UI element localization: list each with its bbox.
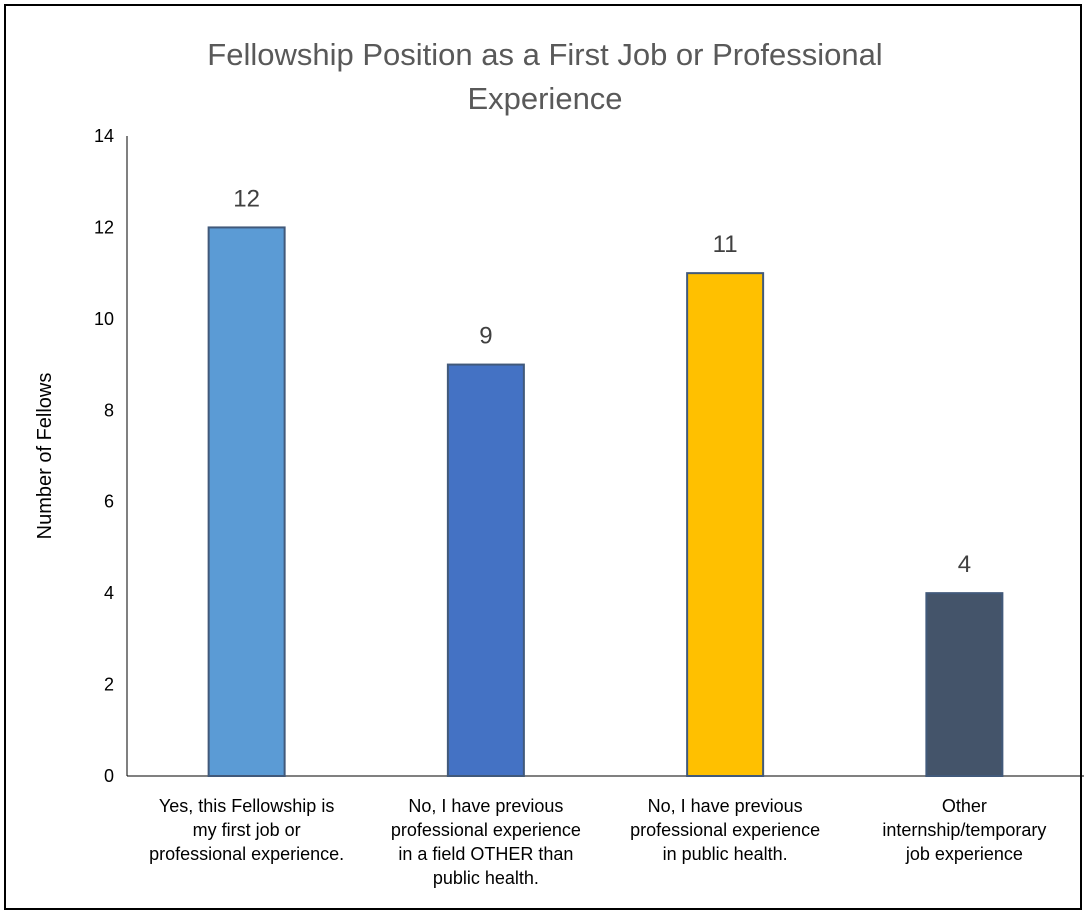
category-label: job experience: [905, 844, 1023, 864]
category-label: professional experience: [630, 820, 820, 840]
chart-title-line: Experience: [467, 81, 622, 116]
category-label: my first job or: [193, 820, 301, 840]
bars: [207, 226, 1004, 778]
chart-title-line: Fellowship Position as a First Job or Pr…: [207, 37, 882, 72]
bar: [925, 592, 1004, 778]
y-tick-label: 10: [94, 309, 114, 329]
category-label: internship/temporary: [882, 820, 1046, 840]
y-tick-label: 14: [94, 126, 114, 146]
y-tick-label: 12: [94, 217, 114, 237]
y-tick-label: 2: [104, 675, 114, 695]
y-tick-label: 4: [104, 583, 114, 603]
y-tick-label: 0: [104, 766, 114, 786]
data-label: 11: [713, 231, 738, 258]
chart-frame: Fellowship Position as a First Job or Pr…: [4, 4, 1084, 910]
category-label: professional experience.: [149, 844, 344, 864]
bar: [446, 363, 525, 777]
y-tick-label: 6: [104, 492, 114, 512]
data-label: 4: [958, 551, 971, 578]
category-label: Yes, this Fellowship is: [159, 796, 334, 816]
data-label: 9: [479, 323, 492, 350]
bar: [686, 272, 765, 777]
axes: 0 2 4 6 8 10 12 14: [94, 126, 1084, 786]
bar: [207, 226, 286, 777]
category-label: in a field OTHER than: [398, 844, 573, 864]
category-label: in public health.: [663, 844, 788, 864]
category-label: public health.: [433, 868, 539, 888]
data-label: 12: [233, 185, 260, 212]
y-axis-label: Number of Fellows: [34, 373, 56, 540]
y-tick-label: 8: [104, 400, 114, 420]
category-label: Other: [942, 796, 987, 816]
category-label: No, I have previous: [648, 796, 803, 816]
data-labels: 12 9 11 4: [233, 185, 971, 578]
category-label: No, I have previous: [408, 796, 563, 816]
category-labels: Yes, this Fellowship is my first job or pr…: [149, 796, 1046, 888]
chart-title: Fellowship Position as a First Job or Pr…: [207, 37, 882, 116]
bar-chart: Fellowship Position as a First Job or Pr…: [34, 37, 1084, 888]
category-label: professional experience: [391, 820, 581, 840]
